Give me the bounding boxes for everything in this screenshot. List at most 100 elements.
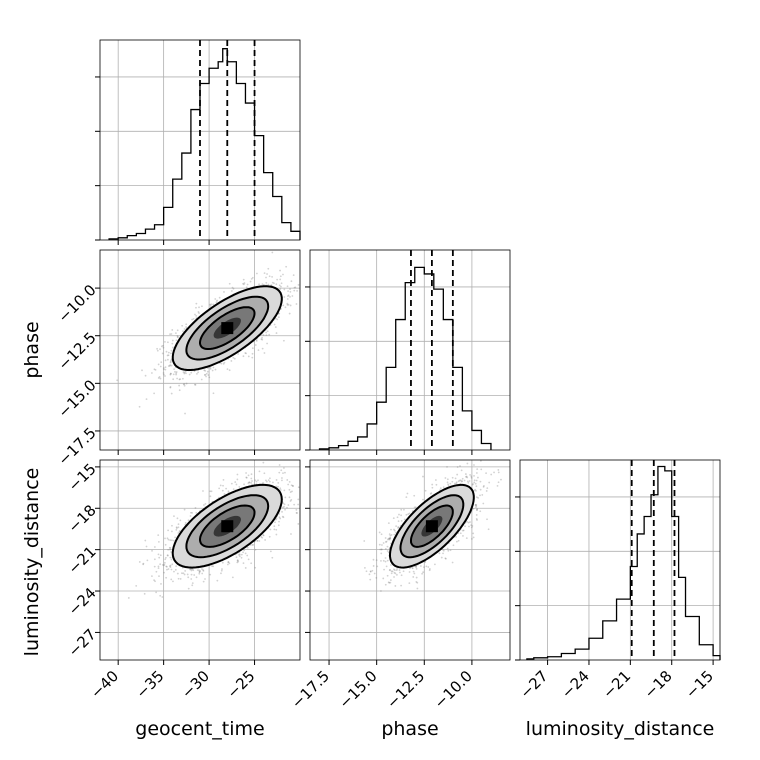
sample-point [183, 328, 186, 330]
sample-point [145, 398, 148, 400]
sample-point [183, 371, 186, 374]
sample-point [231, 286, 234, 289]
sample-point [230, 360, 233, 362]
sample-point [170, 333, 173, 335]
sample-point [166, 568, 168, 571]
sample-point [171, 329, 174, 331]
sample-point [243, 483, 245, 486]
sample-point [268, 333, 271, 336]
sample-point [385, 541, 387, 543]
sample-point [169, 385, 172, 388]
sample-point [190, 511, 192, 514]
sample-point [226, 368, 229, 371]
sample-point [261, 347, 264, 350]
sample-point [227, 561, 230, 564]
sample-point [261, 338, 264, 341]
sample-point [169, 564, 172, 567]
sample-point [178, 530, 181, 533]
sample-point [194, 383, 197, 386]
sample-point [203, 369, 206, 372]
sample-point [236, 473, 239, 476]
sample-point [157, 553, 160, 556]
sample-point [175, 526, 178, 529]
sample-point [159, 554, 162, 557]
sample-point [183, 372, 186, 375]
sample-point [289, 295, 291, 298]
sample-point [288, 480, 291, 483]
sample-point [245, 476, 248, 479]
sample-point [201, 305, 203, 308]
sample-point [228, 369, 231, 372]
sample-point [470, 524, 473, 527]
sample-point [157, 377, 160, 379]
sample-point [246, 546, 249, 549]
sample-point [144, 539, 147, 542]
sample-point [251, 352, 254, 355]
sample-point [189, 515, 192, 517]
hist-panel-luminosity_distance-frame [519, 459, 721, 661]
sample-point [275, 332, 278, 334]
sample-point [193, 574, 196, 576]
sample-point [169, 361, 172, 364]
sample-point [219, 484, 222, 487]
sample-point [183, 383, 186, 386]
sample-point [138, 561, 141, 563]
sample-point [162, 564, 165, 567]
sample-point [263, 283, 265, 286]
sample-point [189, 568, 192, 570]
sample-point [245, 352, 247, 355]
sample-point [254, 479, 257, 482]
sample-point [153, 392, 156, 395]
sample-point [279, 269, 281, 272]
sample-point [220, 362, 223, 365]
sample-point [187, 519, 190, 522]
sample-point [413, 572, 416, 575]
sample-point [282, 516, 285, 519]
sample-point [198, 572, 201, 575]
sample-point [265, 331, 268, 334]
sample-point [435, 483, 438, 486]
hist-panel-geocent_time [95, 39, 301, 241]
sample-point [292, 485, 294, 487]
sample-point [196, 569, 199, 572]
sample-point [226, 563, 229, 566]
sample-point [251, 347, 254, 350]
sample-point [164, 556, 167, 559]
sample-point [221, 489, 224, 492]
sample-point [167, 365, 170, 367]
sample-point [289, 500, 292, 502]
sample-point [221, 561, 224, 564]
sample-point [282, 502, 285, 505]
sample-point [198, 312, 200, 315]
sample-point [183, 508, 186, 511]
sample-point [159, 348, 161, 351]
hist-panel-phase [305, 249, 511, 451]
sample-point [397, 526, 400, 528]
sample-point [245, 286, 248, 289]
sample-point [278, 471, 281, 474]
sample-point [166, 565, 168, 568]
sample-point [183, 384, 186, 387]
sample-point [275, 533, 278, 536]
y-tick-label: −17.5 [54, 424, 99, 469]
sample-point [271, 276, 273, 278]
sample-point [278, 520, 280, 523]
sample-point [273, 525, 276, 528]
sample-point [201, 572, 204, 575]
sample-point [142, 562, 145, 565]
sample-point [260, 535, 263, 538]
sample-point [157, 363, 160, 366]
sample-point [177, 336, 179, 338]
sample-point [466, 520, 468, 523]
sample-point [447, 484, 450, 487]
sample-point [268, 480, 271, 483]
sample-point [175, 565, 178, 568]
sample-point [153, 558, 156, 561]
sample-point [380, 590, 382, 592]
sample-point [231, 576, 234, 579]
sample-point [394, 585, 397, 587]
panels-layer: −27 −24 −21 −18 −15−17.5−15.0−12.5−10.0−40 −3… [54, 39, 721, 712]
sample-point [174, 536, 176, 539]
sample-point [271, 556, 274, 559]
sample-point [269, 528, 272, 531]
